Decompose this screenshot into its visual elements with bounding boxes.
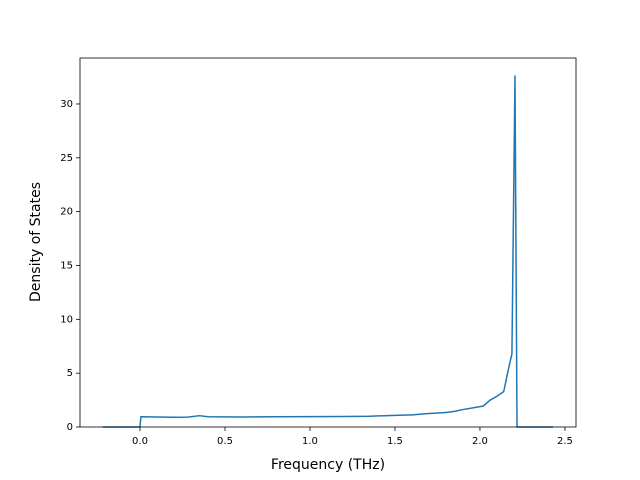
x-tick-label: 0.5 — [217, 436, 233, 447]
x-axis-label: Frequency (THz) — [271, 457, 385, 473]
y-tick-label: 5 — [67, 368, 73, 379]
x-tick-label: 2.5 — [557, 436, 573, 447]
y-tick-label: 10 — [60, 314, 73, 325]
y-tick-label: 15 — [60, 260, 73, 271]
plot-frame — [79, 57, 577, 428]
y-tick-label: 0 — [67, 422, 73, 433]
y-axis-label: Density of States — [28, 182, 44, 302]
x-tick-label: 2.0 — [472, 436, 488, 447]
data-line — [102, 75, 554, 428]
x-tick-label: 0.0 — [132, 436, 148, 447]
x-tick-label: 1.5 — [387, 436, 403, 447]
y-tick-label: 30 — [60, 99, 73, 110]
y-tick-label: 20 — [60, 207, 73, 218]
y-tick-label: 25 — [60, 153, 73, 164]
x-tick-label: 1.0 — [302, 436, 318, 447]
